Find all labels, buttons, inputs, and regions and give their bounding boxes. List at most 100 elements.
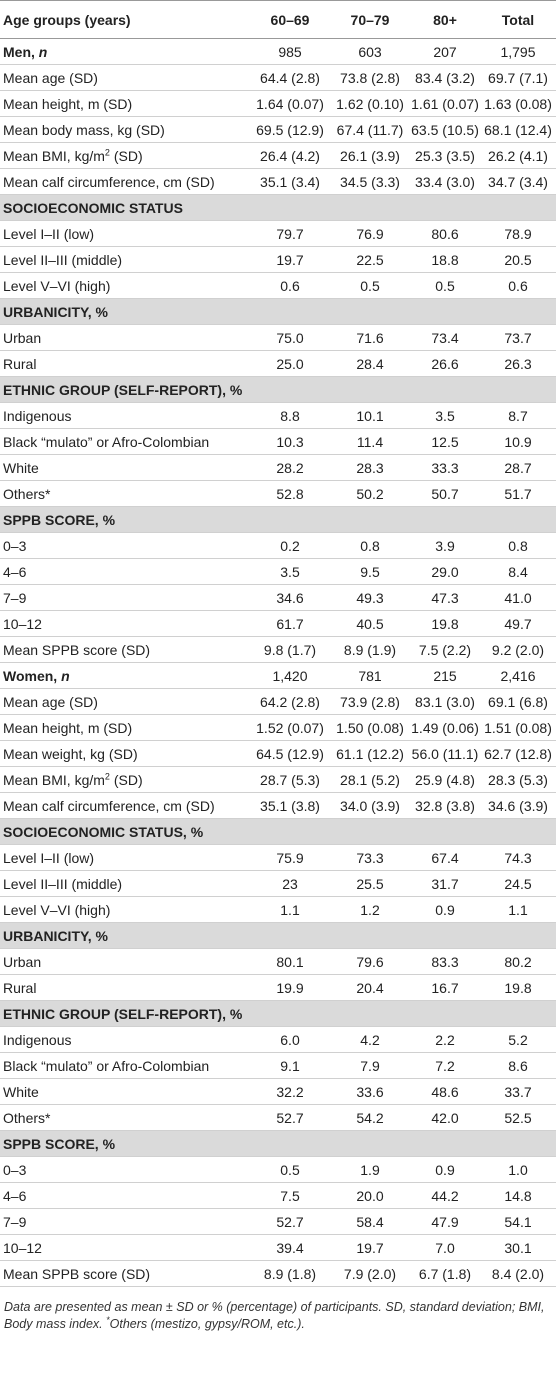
text: Level II–III (middle) [3, 875, 123, 892]
cell: 3.5 [250, 558, 330, 585]
cell: 8.4 (2.0) [480, 1260, 556, 1287]
text: Level II–III (middle) [3, 251, 123, 268]
row-label: Mean body mass, kg (SD) [0, 116, 250, 143]
text: Indigenous [3, 407, 72, 424]
row-label: 0–3 [0, 1156, 250, 1183]
text: 0–3 [3, 537, 27, 554]
data-row: 0–3 0.5 1.9 0.9 1.0 [0, 1156, 556, 1183]
section-row: SOCIOECONOMIC STATUS, % [0, 818, 556, 845]
data-row: Men, n 985 603 207 1,795 [0, 38, 556, 65]
text: Mean weight, kg (SD) [3, 745, 138, 762]
data-row: Level II–III (middle) 23 25.5 31.7 24.5 [0, 870, 556, 897]
data-row: Urban 75.0 71.6 73.4 73.7 [0, 324, 556, 351]
cell: 18.8 [410, 246, 480, 273]
cell: 8.9 (1.9) [330, 636, 410, 663]
cell: 61.7 [250, 610, 330, 637]
text: Others* [3, 485, 51, 502]
cell: 56.0 (11.1) [410, 740, 480, 767]
data-row: Level I–II (low) 79.7 76.9 80.6 78.9 [0, 220, 556, 247]
cell: 33.7 [480, 1078, 556, 1105]
section-title: SPPB SCORE, % [0, 506, 556, 533]
text: Indigenous [3, 1031, 72, 1048]
cell: 7.5 (2.2) [410, 636, 480, 663]
cell: 1.63 (0.08) [480, 90, 556, 117]
row-label: 7–9 [0, 584, 250, 611]
cell: 0.9 [410, 896, 480, 923]
cell: 67.4 [410, 844, 480, 871]
cell: 14.8 [480, 1182, 556, 1209]
cell: 52.5 [480, 1104, 556, 1131]
data-row: Mean calf circumference, cm (SD) 35.1 (3.… [0, 168, 556, 195]
cell: 6.0 [250, 1026, 330, 1053]
cell: 6.7 (1.8) [410, 1260, 480, 1287]
cell: 20.4 [330, 974, 410, 1001]
cell: 61.1 (12.2) [330, 740, 410, 767]
cell: 19.7 [250, 246, 330, 273]
cell: 47.9 [410, 1208, 480, 1235]
text: Level I–II (low) [3, 225, 95, 242]
section-title: ETHNIC GROUP (SELF-REPORT), % [0, 1000, 556, 1027]
cell: 49.7 [480, 610, 556, 637]
data-row: Black “mulato” or Afro-Colombian 9.1 7.9 7.… [0, 1052, 556, 1079]
cell: 79.6 [330, 948, 410, 975]
cell: 83.1 (3.0) [410, 688, 480, 715]
cell: 12.5 [410, 428, 480, 455]
cell: 1.9 [330, 1156, 410, 1183]
cell: 8.4 [480, 558, 556, 585]
row-label: Men, n [0, 38, 250, 65]
cell: 54.1 [480, 1208, 556, 1235]
cell: 67.4 (11.7) [330, 116, 410, 143]
data-row: Rural 25.0 28.4 26.6 26.3 [0, 350, 556, 377]
text: Urban [3, 329, 42, 346]
data-row: Urban 80.1 79.6 83.3 80.2 [0, 948, 556, 975]
cell: 1.50 (0.08) [330, 714, 410, 741]
text: Mean calf circumference, cm (SD) [3, 173, 215, 190]
section-row: ETHNIC GROUP (SELF-REPORT), % [0, 1000, 556, 1027]
text: Rural [3, 979, 37, 996]
data-row: Women, n 1,420 781 215 2,416 [0, 662, 556, 689]
row-label: Indigenous [0, 402, 250, 429]
row-label: 4–6 [0, 1182, 250, 1209]
text: White [3, 1083, 39, 1100]
cell: 603 [330, 38, 410, 65]
cell: 34.6 (3.9) [480, 792, 556, 819]
text: 0–3 [3, 1161, 27, 1178]
cell: 0.8 [330, 532, 410, 559]
cell: 0.6 [250, 272, 330, 299]
row-label: Mean BMI, kg/m2 (SD) [0, 766, 250, 793]
cell: 1,795 [480, 38, 556, 65]
bold-text: Men, [3, 43, 39, 60]
cell: 1.2 [330, 896, 410, 923]
cell: 52.7 [250, 1104, 330, 1131]
data-row: Level II–III (middle) 19.7 22.5 18.8 20.5 [0, 246, 556, 273]
cell: 1.52 (0.07) [250, 714, 330, 741]
row-label: Mean age (SD) [0, 64, 250, 91]
cell: 54.2 [330, 1104, 410, 1131]
cell: 73.9 (2.8) [330, 688, 410, 715]
cell: 19.9 [250, 974, 330, 1001]
data-row: White 32.2 33.6 48.6 33.7 [0, 1078, 556, 1105]
text: Mean BMI, kg/m [3, 147, 105, 164]
cell: 58.4 [330, 1208, 410, 1235]
text: 10–12 [3, 615, 42, 632]
data-row: Others* 52.7 54.2 42.0 52.5 [0, 1104, 556, 1131]
text: White [3, 459, 39, 476]
cell: 7.0 [410, 1234, 480, 1261]
section-title: SPPB SCORE, % [0, 1130, 556, 1157]
row-label: Mean BMI, kg/m2 (SD) [0, 142, 250, 169]
cell: 28.2 [250, 454, 330, 481]
row-label: Urban [0, 948, 250, 975]
text: (SD) [109, 147, 143, 164]
cell: 33.6 [330, 1078, 410, 1105]
section-row: SPPB SCORE, % [0, 1130, 556, 1157]
text: Mean BMI, kg/m [3, 771, 105, 788]
cell: 74.3 [480, 844, 556, 871]
text: Mean age (SD) [3, 69, 98, 86]
text: Mean height, m (SD) [3, 95, 133, 112]
cell: 73.4 [410, 324, 480, 351]
row-label: 0–3 [0, 532, 250, 559]
cell: 9.1 [250, 1052, 330, 1079]
cell: 1.51 (0.08) [480, 714, 556, 741]
bold-text: Women, [3, 667, 62, 684]
